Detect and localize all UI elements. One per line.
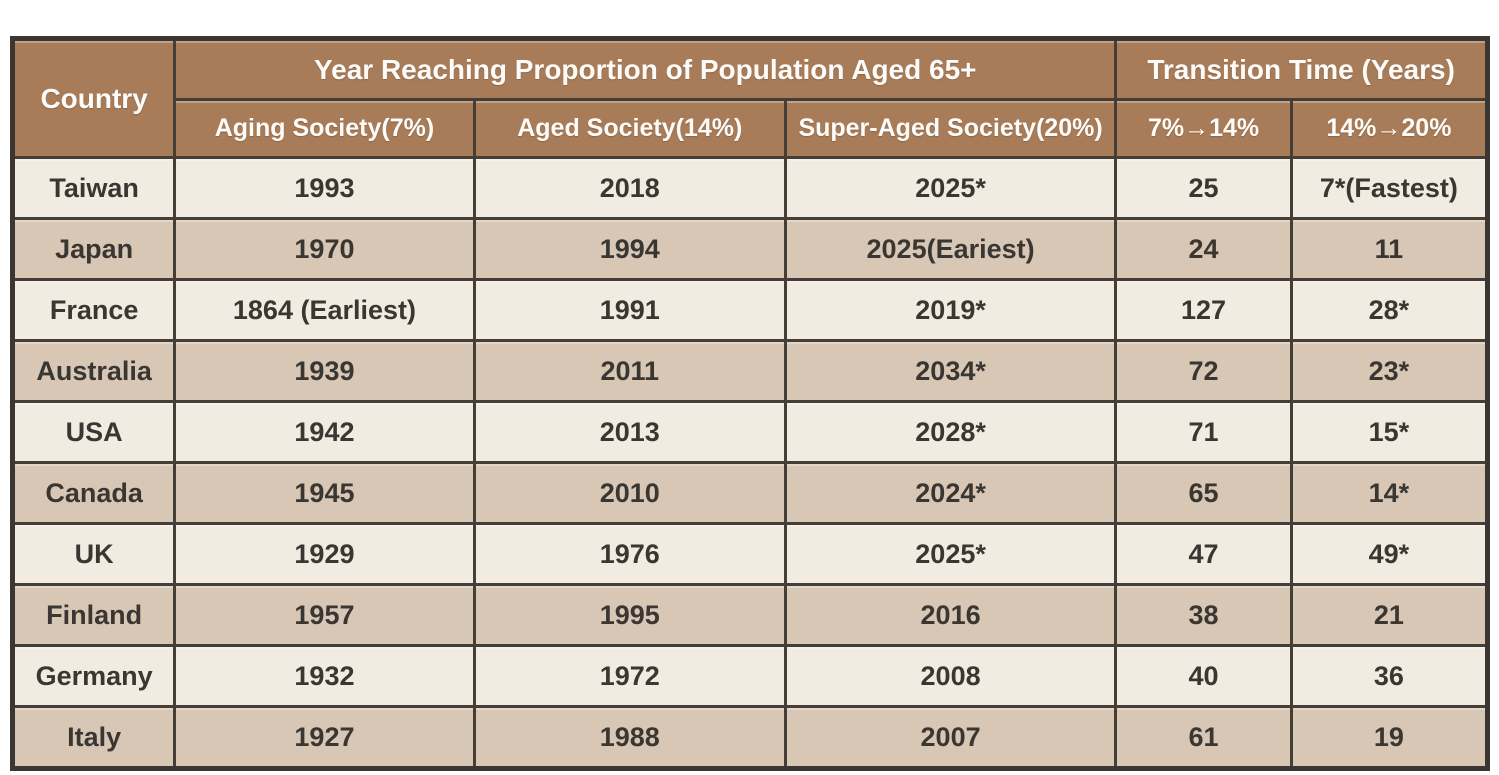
cell-aging-year: 1942 — [173, 400, 476, 464]
cell-transition-7-14: 71 — [1114, 400, 1293, 464]
cell-super-aged-year: 2025* — [783, 522, 1118, 586]
cell-country: Italy — [10, 705, 177, 770]
cell-super-aged-year: 2025* — [783, 156, 1118, 220]
cell-aged-year: 1991 — [472, 278, 787, 342]
cell-super-aged-year: 2024* — [783, 461, 1118, 525]
header-transition-group: Transition Time (Years) — [1114, 37, 1489, 101]
cell-aging-year: 1929 — [173, 522, 476, 586]
cell-super-aged-year: 2034* — [783, 339, 1118, 403]
cell-aged-year: 2011 — [472, 339, 787, 403]
table-row: France 1864 (Earliest) 1991 2019* 127 28* — [10, 278, 1490, 342]
header-aging-society: Aging Society(7%) — [173, 98, 476, 159]
cell-aging-year: 1970 — [173, 217, 476, 281]
header-transition-7-14: 7%→14% — [1114, 98, 1293, 159]
cell-transition-14-20: 19 — [1289, 705, 1490, 770]
cell-super-aged-year: 2008 — [783, 644, 1118, 708]
header-group-row: Country Year Reaching Proportion of Popu… — [10, 37, 1489, 159]
table-row: Italy 1927 1988 2007 61 19 — [10, 705, 1490, 770]
cell-aged-year: 2013 — [472, 400, 787, 464]
table-body: Taiwan 1993 2018 2025* 25 7*(Fastest) Japan 197… — [10, 156, 1490, 770]
cell-country: Taiwan — [10, 156, 177, 220]
cell-transition-14-20: 11 — [1289, 217, 1490, 281]
cell-transition-7-14: 40 — [1114, 644, 1293, 708]
table-row: Japan 1970 1994 2025(Eariest) 24 11 — [10, 217, 1490, 281]
table-row: UK 1929 1976 2025* 47 49* — [10, 522, 1490, 586]
cell-transition-7-14: 61 — [1114, 705, 1293, 770]
cell-country: France — [10, 278, 177, 342]
cell-transition-14-20: 23* — [1289, 339, 1490, 403]
cell-super-aged-year: 2025(Eariest) — [783, 217, 1118, 281]
table-row: Germany 1932 1972 2008 40 36 — [10, 644, 1490, 708]
cell-aging-year: 1957 — [173, 583, 476, 647]
cell-super-aged-year: 2016 — [783, 583, 1118, 647]
cell-transition-7-14: 25 — [1114, 156, 1293, 220]
table-header: Country Year Reaching Proportion of Popu… — [10, 37, 1490, 159]
cell-transition-14-20: 28* — [1289, 278, 1490, 342]
cell-super-aged-year: 2019* — [783, 278, 1118, 342]
cell-aging-year: 1945 — [173, 461, 476, 525]
table-row: Canada 1945 2010 2024* 65 14* — [10, 461, 1490, 525]
cell-super-aged-year: 2007 — [783, 705, 1118, 770]
cell-aging-year: 1993 — [173, 156, 476, 220]
cell-country: Canada — [10, 461, 177, 525]
cell-transition-14-20: 36 — [1289, 644, 1490, 708]
header-super-aged-society: Super-Aged Society(20%) — [783, 98, 1118, 159]
header-year-group: Year Reaching Proportion of Population A… — [173, 37, 1118, 101]
cell-super-aged-year: 2028* — [783, 400, 1118, 464]
cell-transition-7-14: 127 — [1114, 278, 1293, 342]
header-transition-14-20: 14%→20% — [1289, 98, 1490, 159]
cell-country: Finland — [10, 583, 177, 647]
cell-transition-14-20: 15* — [1289, 400, 1490, 464]
cell-transition-7-14: 72 — [1114, 339, 1293, 403]
cell-aged-year: 1994 — [472, 217, 787, 281]
cell-aged-year: 2010 — [472, 461, 787, 525]
cell-country: Japan — [10, 217, 177, 281]
cell-transition-7-14: 38 — [1114, 583, 1293, 647]
cell-aged-year: 1972 — [472, 644, 787, 708]
cell-transition-7-14: 47 — [1114, 522, 1293, 586]
header-sub-row: Aging Society(7%) Aged Society(14%) Supe… — [13, 98, 1490, 159]
table-row: Finland 1957 1995 2016 38 21 — [10, 583, 1490, 647]
cell-aging-year: 1927 — [173, 705, 476, 770]
table-row: Australia 1939 2011 2034* 72 23* — [10, 339, 1490, 403]
cell-transition-14-20: 21 — [1289, 583, 1490, 647]
cell-transition-14-20: 49* — [1289, 522, 1490, 586]
cell-aged-year: 2018 — [472, 156, 787, 220]
header-country: Country — [10, 37, 177, 159]
cell-aging-year: 1932 — [173, 644, 476, 708]
cell-transition-7-14: 65 — [1114, 461, 1293, 525]
cell-aged-year: 1988 — [472, 705, 787, 770]
cell-country: UK — [10, 522, 177, 586]
table-row: Taiwan 1993 2018 2025* 25 7*(Fastest) — [10, 156, 1490, 220]
cell-country: Germany — [10, 644, 177, 708]
table-row: USA 1942 2013 2028* 71 15* — [10, 400, 1490, 464]
cell-aged-year: 1976 — [472, 522, 787, 586]
cell-aging-year: 1864 (Earliest) — [173, 278, 476, 342]
cell-country: USA — [10, 400, 177, 464]
header-aged-society: Aged Society(14%) — [472, 98, 787, 159]
cell-transition-14-20: 7*(Fastest) — [1289, 156, 1490, 220]
cell-transition-14-20: 14* — [1289, 461, 1490, 525]
cell-country: Australia — [10, 339, 177, 403]
cell-aged-year: 1995 — [472, 583, 787, 647]
cell-aging-year: 1939 — [173, 339, 476, 403]
cell-transition-7-14: 24 — [1114, 217, 1293, 281]
aging-society-table: Country Year Reaching Proportion of Popu… — [10, 36, 1490, 771]
